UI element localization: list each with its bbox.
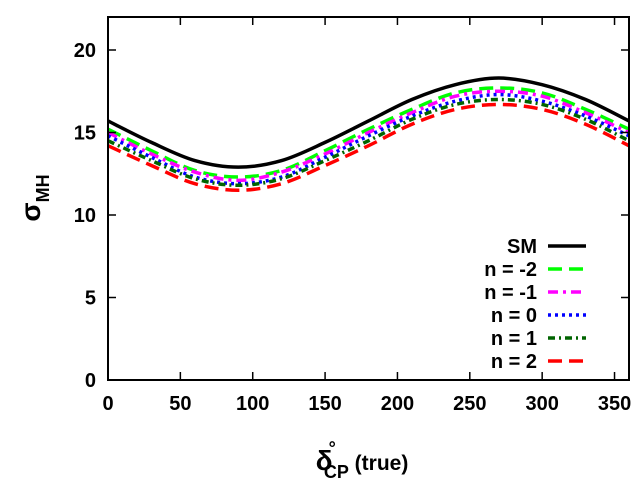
series-line-sm xyxy=(107,76,630,169)
x-axis-label-main: δ xyxy=(316,445,333,476)
legend-label-n-0: n = 0 xyxy=(491,305,537,327)
y-tick-label-0: 0 xyxy=(85,370,96,392)
x-tick-label-350: 350 xyxy=(598,393,631,415)
x-tick-label-300: 300 xyxy=(525,393,558,415)
series-line-n-1 xyxy=(107,97,630,188)
series-line-n-1 xyxy=(107,89,630,183)
legend-label-n-2: n = 2 xyxy=(491,351,537,373)
series-line-n-0 xyxy=(107,92,630,186)
legend-label-sm: SM xyxy=(507,236,537,258)
series-line-n-2 xyxy=(107,102,630,192)
x-axis-label-sup: ° xyxy=(329,438,336,458)
y-axis-label: σMH xyxy=(15,174,53,221)
y-tick-label-15: 15 xyxy=(74,123,96,145)
y-axis-label-main: σ xyxy=(15,202,46,221)
legend-label-n-1: n = 1 xyxy=(491,328,537,350)
legend: SMn = -2n = -1n = 0n = 1n = 2 xyxy=(484,236,586,373)
plot-frame xyxy=(107,16,630,381)
x-tick-label-150: 150 xyxy=(308,393,341,415)
y-tick-label-20: 20 xyxy=(74,40,96,62)
y-axis-label-sub: MH xyxy=(33,174,53,202)
tick-labels: 0 50 100 150 200 250 300 350 0 5 10 15 20 xyxy=(74,40,631,415)
x-axis-label-sub: CP xyxy=(324,462,349,480)
y-tick-label-10: 10 xyxy=(74,205,96,227)
axis-ticks xyxy=(107,17,629,381)
legend-label-n-1: n = -1 xyxy=(484,282,537,304)
y-tick-label-5: 5 xyxy=(85,288,96,310)
x-tick-label-200: 200 xyxy=(381,393,414,415)
legend-label-n-2: n = -2 xyxy=(484,259,537,281)
x-tick-label-250: 250 xyxy=(453,393,486,415)
x-tick-label-50: 50 xyxy=(169,393,191,415)
series-lines xyxy=(107,76,630,192)
x-tick-label-0: 0 xyxy=(102,393,113,415)
x-axis-label: δ° CP (true) xyxy=(316,438,409,480)
x-tick-label-100: 100 xyxy=(236,393,269,415)
x-axis-label-suffix: (true) xyxy=(349,452,409,475)
